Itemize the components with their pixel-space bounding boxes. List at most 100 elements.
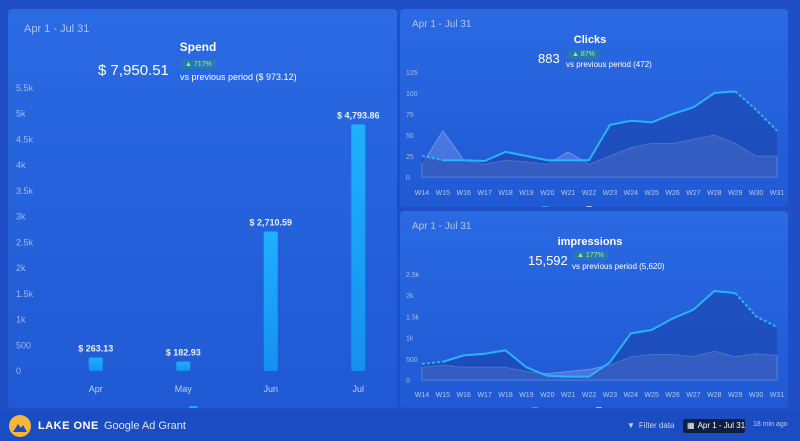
x-tick-label: Jul (352, 384, 364, 394)
y-tick-label: 50 (406, 133, 414, 140)
y-tick-label: 3.5k (16, 186, 34, 196)
clicks-title: Clicks (573, 34, 607, 46)
previous-period-area (421, 129, 778, 178)
y-tick-label: 0 (406, 175, 410, 182)
y-tick-label: 5.5k (16, 83, 34, 93)
y-tick-label: 1k (406, 336, 414, 343)
last-updated: 18 min ago (753, 421, 788, 428)
logo-mountain-icon (13, 424, 27, 432)
filter-icon: ▼ (627, 421, 635, 430)
y-tick-label: 2k (16, 263, 26, 273)
y-tick-label: 1k (16, 315, 26, 325)
x-tick-label: W29 (728, 392, 743, 399)
y-tick-label: 500 (16, 340, 31, 350)
current-period-line-partial-end (734, 90, 778, 132)
x-tick-label: W17 (477, 190, 492, 197)
x-tick-label: W15 (436, 190, 451, 197)
impressions-comparison: vs previous period (5,620) (572, 262, 665, 271)
previous-period-area (421, 350, 778, 381)
impressions-title: impressions (557, 236, 623, 248)
x-tick-label: W16 (457, 392, 472, 399)
x-tick-label: W20 (540, 190, 555, 197)
x-tick-label: W28 (707, 190, 722, 197)
y-tick-label: 125 (406, 70, 418, 77)
x-tick-label: W20 (540, 392, 555, 399)
x-tick-label: W15 (436, 392, 451, 399)
impressions-area-chart: 0 500 1k 1.5k 2k 2.5k W14 W15 W16 W17 W18 W19 W20 W21… (406, 272, 785, 399)
x-tick-label: W23 (603, 190, 618, 197)
x-tick-label: W17 (477, 392, 492, 399)
bar (263, 231, 278, 371)
current-period-line (442, 289, 736, 378)
x-tick-label: W22 (582, 392, 597, 399)
bar-data-label: $ 4,793.86 (337, 110, 380, 120)
y-tick-label: 0 (406, 378, 410, 385)
bar (88, 357, 103, 371)
filter-data-button[interactable]: ▼ Filter data (627, 421, 675, 430)
bar-data-label: $ 2,710.59 (249, 218, 292, 228)
current-period-area (422, 91, 777, 177)
scroll-indicator (189, 406, 198, 408)
x-tick-label: May (175, 384, 193, 394)
clicks-comparison: vs previous period (472) (566, 60, 652, 69)
y-tick-label: 4k (16, 160, 26, 170)
x-tick-label: W16 (457, 190, 472, 197)
y-tick-label: 5k (16, 109, 26, 119)
impressions-panel: Apr 1 - Jul 31 impressions 15,592 ▲ 177%… (400, 211, 788, 408)
legend-marker-previous (586, 206, 592, 207)
x-tick-label: W26 (665, 190, 680, 197)
impressions-total-value: 15,592 (528, 253, 568, 268)
current-period-area (422, 290, 777, 380)
x-tick-label: W27 (686, 190, 701, 197)
x-tick-label: W24 (624, 392, 639, 399)
report-name: Google Ad Grant (104, 420, 186, 432)
clicks-date-range: Apr 1 - Jul 31 (412, 19, 472, 30)
spend-date-range: Apr 1 - Jul 31 (24, 23, 90, 35)
x-tick-label: W31 (770, 392, 785, 399)
y-tick-label: 0 (16, 366, 21, 376)
x-tick-label: W23 (603, 392, 618, 399)
y-tick-label: 25 (406, 154, 414, 161)
spend-change-badge: ▲ 717% (181, 60, 216, 69)
x-tick-label: Apr (89, 384, 103, 394)
x-tick-label: W14 (415, 190, 430, 197)
y-tick-label: 1.5k (16, 289, 34, 299)
x-tick-label: W19 (519, 392, 534, 399)
lake-one-logo (9, 415, 31, 437)
x-tick-label: Jun (263, 384, 278, 394)
x-tick-label: W21 (561, 190, 576, 197)
x-tick-label: W18 (498, 190, 513, 197)
y-tick-label: 3k (16, 212, 26, 222)
x-tick-label: W30 (749, 190, 764, 197)
legend-marker-current (542, 206, 548, 207)
x-tick-label: W18 (498, 392, 513, 399)
y-tick-label: 100 (406, 91, 418, 98)
spend-bar-chart: 0 500 1k 1.5k 2k 2.5k 3k 3.5k 4k 4.5k 5k 5.5k $ 263.… (16, 83, 380, 394)
legend-marker-current (532, 407, 538, 408)
x-tick-label: W28 (707, 392, 722, 399)
spend-total-value: $ 7,950.51 (98, 62, 169, 79)
x-tick-label: W26 (665, 392, 680, 399)
y-tick-label: 2k (406, 293, 414, 300)
x-tick-label: W19 (519, 190, 534, 197)
y-tick-label: 1.5k (406, 314, 420, 321)
spend-panel: Apr 1 - Jul 31 Spend $ 7,950.51 ▲ 717% v… (8, 9, 397, 408)
y-tick-label: 75 (406, 112, 414, 119)
bar-data-label: $ 182.93 (166, 348, 201, 358)
calendar-icon: ▦ (687, 421, 695, 430)
x-tick-label: W21 (561, 392, 576, 399)
date-range-button[interactable]: ▦ Apr 1 - Jul 31 (683, 419, 745, 433)
bar (351, 124, 366, 372)
filter-data-label: Filter data (638, 421, 675, 430)
x-tick-label: W24 (624, 190, 639, 197)
clicks-area-chart: 0 25 50 75 100 125 W14 W15 W16 W17 W18 W19 W20 W21 W22… (406, 70, 785, 197)
y-tick-label: 500 (406, 357, 418, 364)
x-tick-label: W31 (770, 190, 785, 197)
current-period-line-partial-start (421, 155, 444, 162)
bar-data-label: $ 263.13 (78, 343, 113, 353)
bar (176, 361, 191, 371)
impressions-change-badge: ▲ 177% (573, 251, 608, 260)
footer-bar: LAKE ONE Google Ad Grant ▼ Filter data ▦ A… (0, 411, 800, 441)
y-tick-label: 2.5k (16, 237, 34, 247)
brand-name: LAKE ONE (38, 420, 99, 432)
